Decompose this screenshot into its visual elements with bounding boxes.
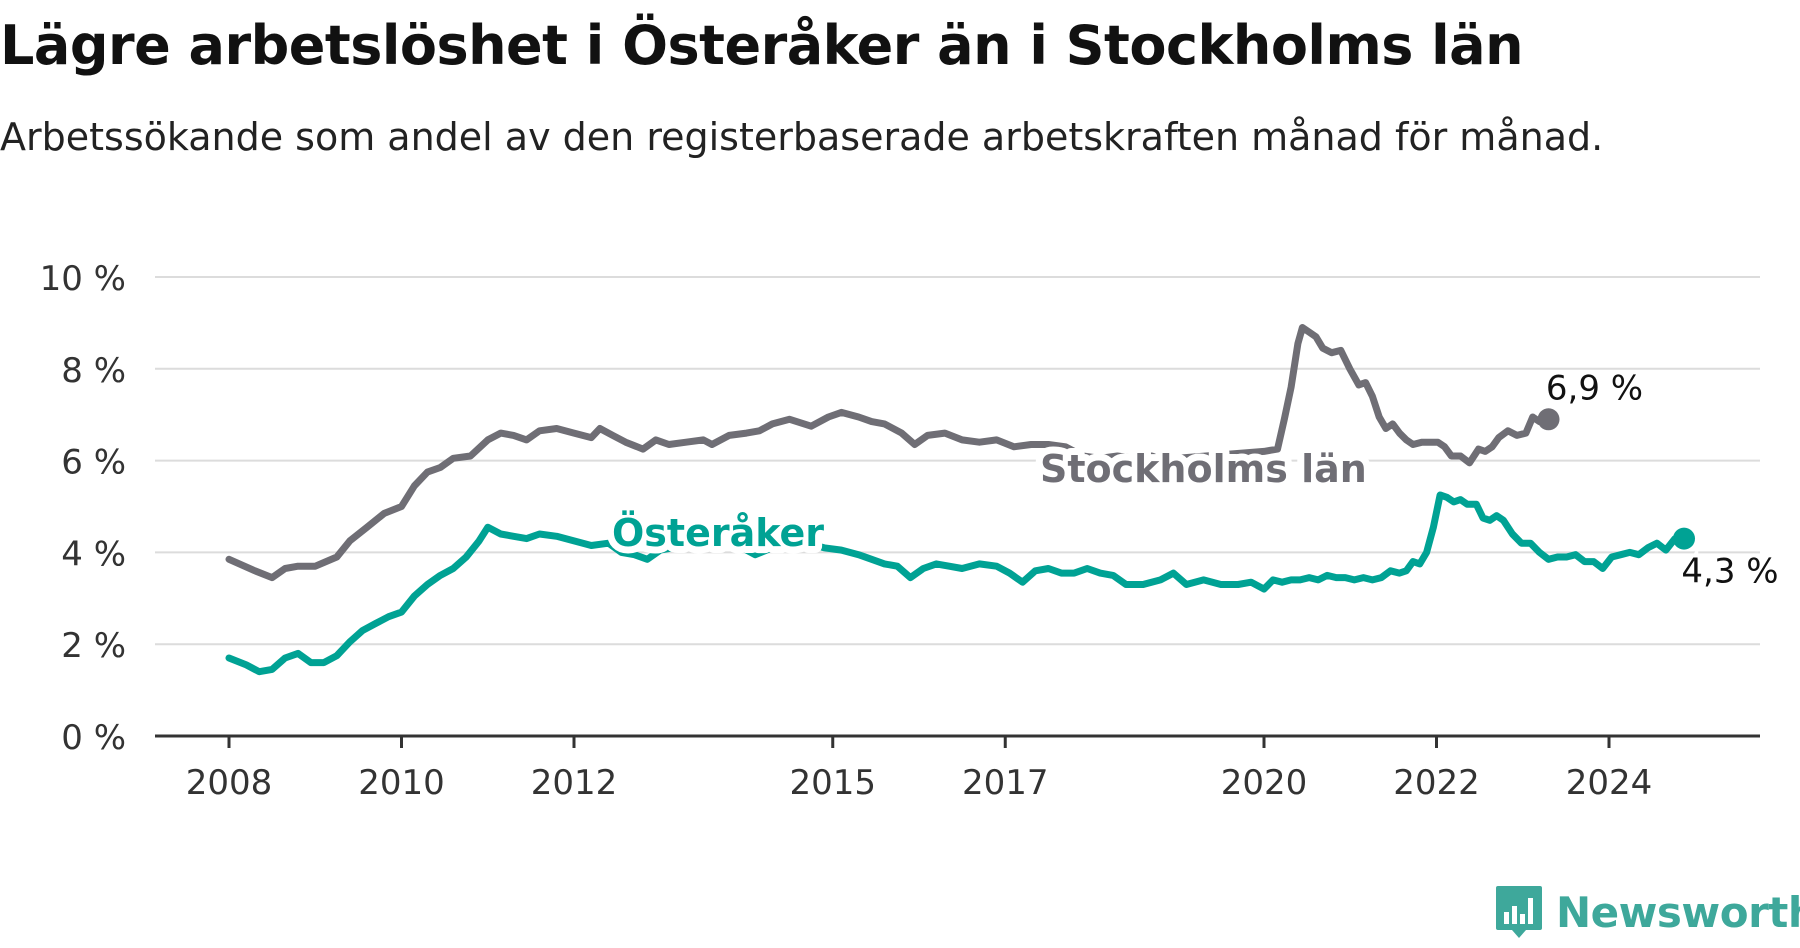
page-title: Lägre arbetslöshet i Österåker än i Stoc… [0,14,1524,77]
end-value-label: 6,9 % [1546,368,1643,408]
gridlines [155,276,1760,646]
y-tick-label: 10 % [40,259,126,299]
brand-logo[interactable]: Newsworthy [1494,884,1800,940]
x-tick-label: 2010 [358,763,445,803]
series-labels: 6,9 % 4,3 % Stockholms län Österåker [605,364,1783,595]
y-tick-label: 6 % [61,443,126,483]
bar-chart-icon [1496,886,1542,938]
line-chart: 0 % 2 % 4 % 6 % 8 % 10 % 2008 2010 2012 2015 2017… [39,259,1783,803]
x-tick-label: 2024 [1566,763,1653,803]
end-value-label: 4,3 % [1681,552,1778,592]
x-tick-label: 2020 [1221,763,1308,803]
x-tick-label: 2012 [531,763,618,803]
x-axis: 2008 2010 2012 2015 2017 2020 2022 2024 [155,734,1760,803]
series-line-osteraker [225,491,1688,676]
x-tick-label: 2015 [789,763,876,803]
series-label-stockholms-lan: Stockholms län [1040,447,1367,491]
y-tick-label: 8 % [61,351,126,391]
brand-name: Newsworthy [1556,887,1800,937]
x-tick-label: 2008 [186,763,273,803]
series-lines [225,324,1695,676]
x-tick-label: 2022 [1393,763,1480,803]
end-point [1537,408,1560,431]
series-label-osteraker: Österåker [612,511,824,555]
y-tick-label: 4 % [61,534,126,574]
y-tick-label: 2 % [61,626,126,666]
y-tick-label: 0 % [61,718,126,758]
series-line-stockholms-lan [225,324,1552,582]
page-subtitle: Arbetssökande som andel av den registerb… [0,115,1604,159]
x-tick-label: 2017 [962,763,1049,803]
end-point [1673,527,1695,550]
y-axis: 0 % 2 % 4 % 6 % 8 % 10 % [40,259,126,758]
